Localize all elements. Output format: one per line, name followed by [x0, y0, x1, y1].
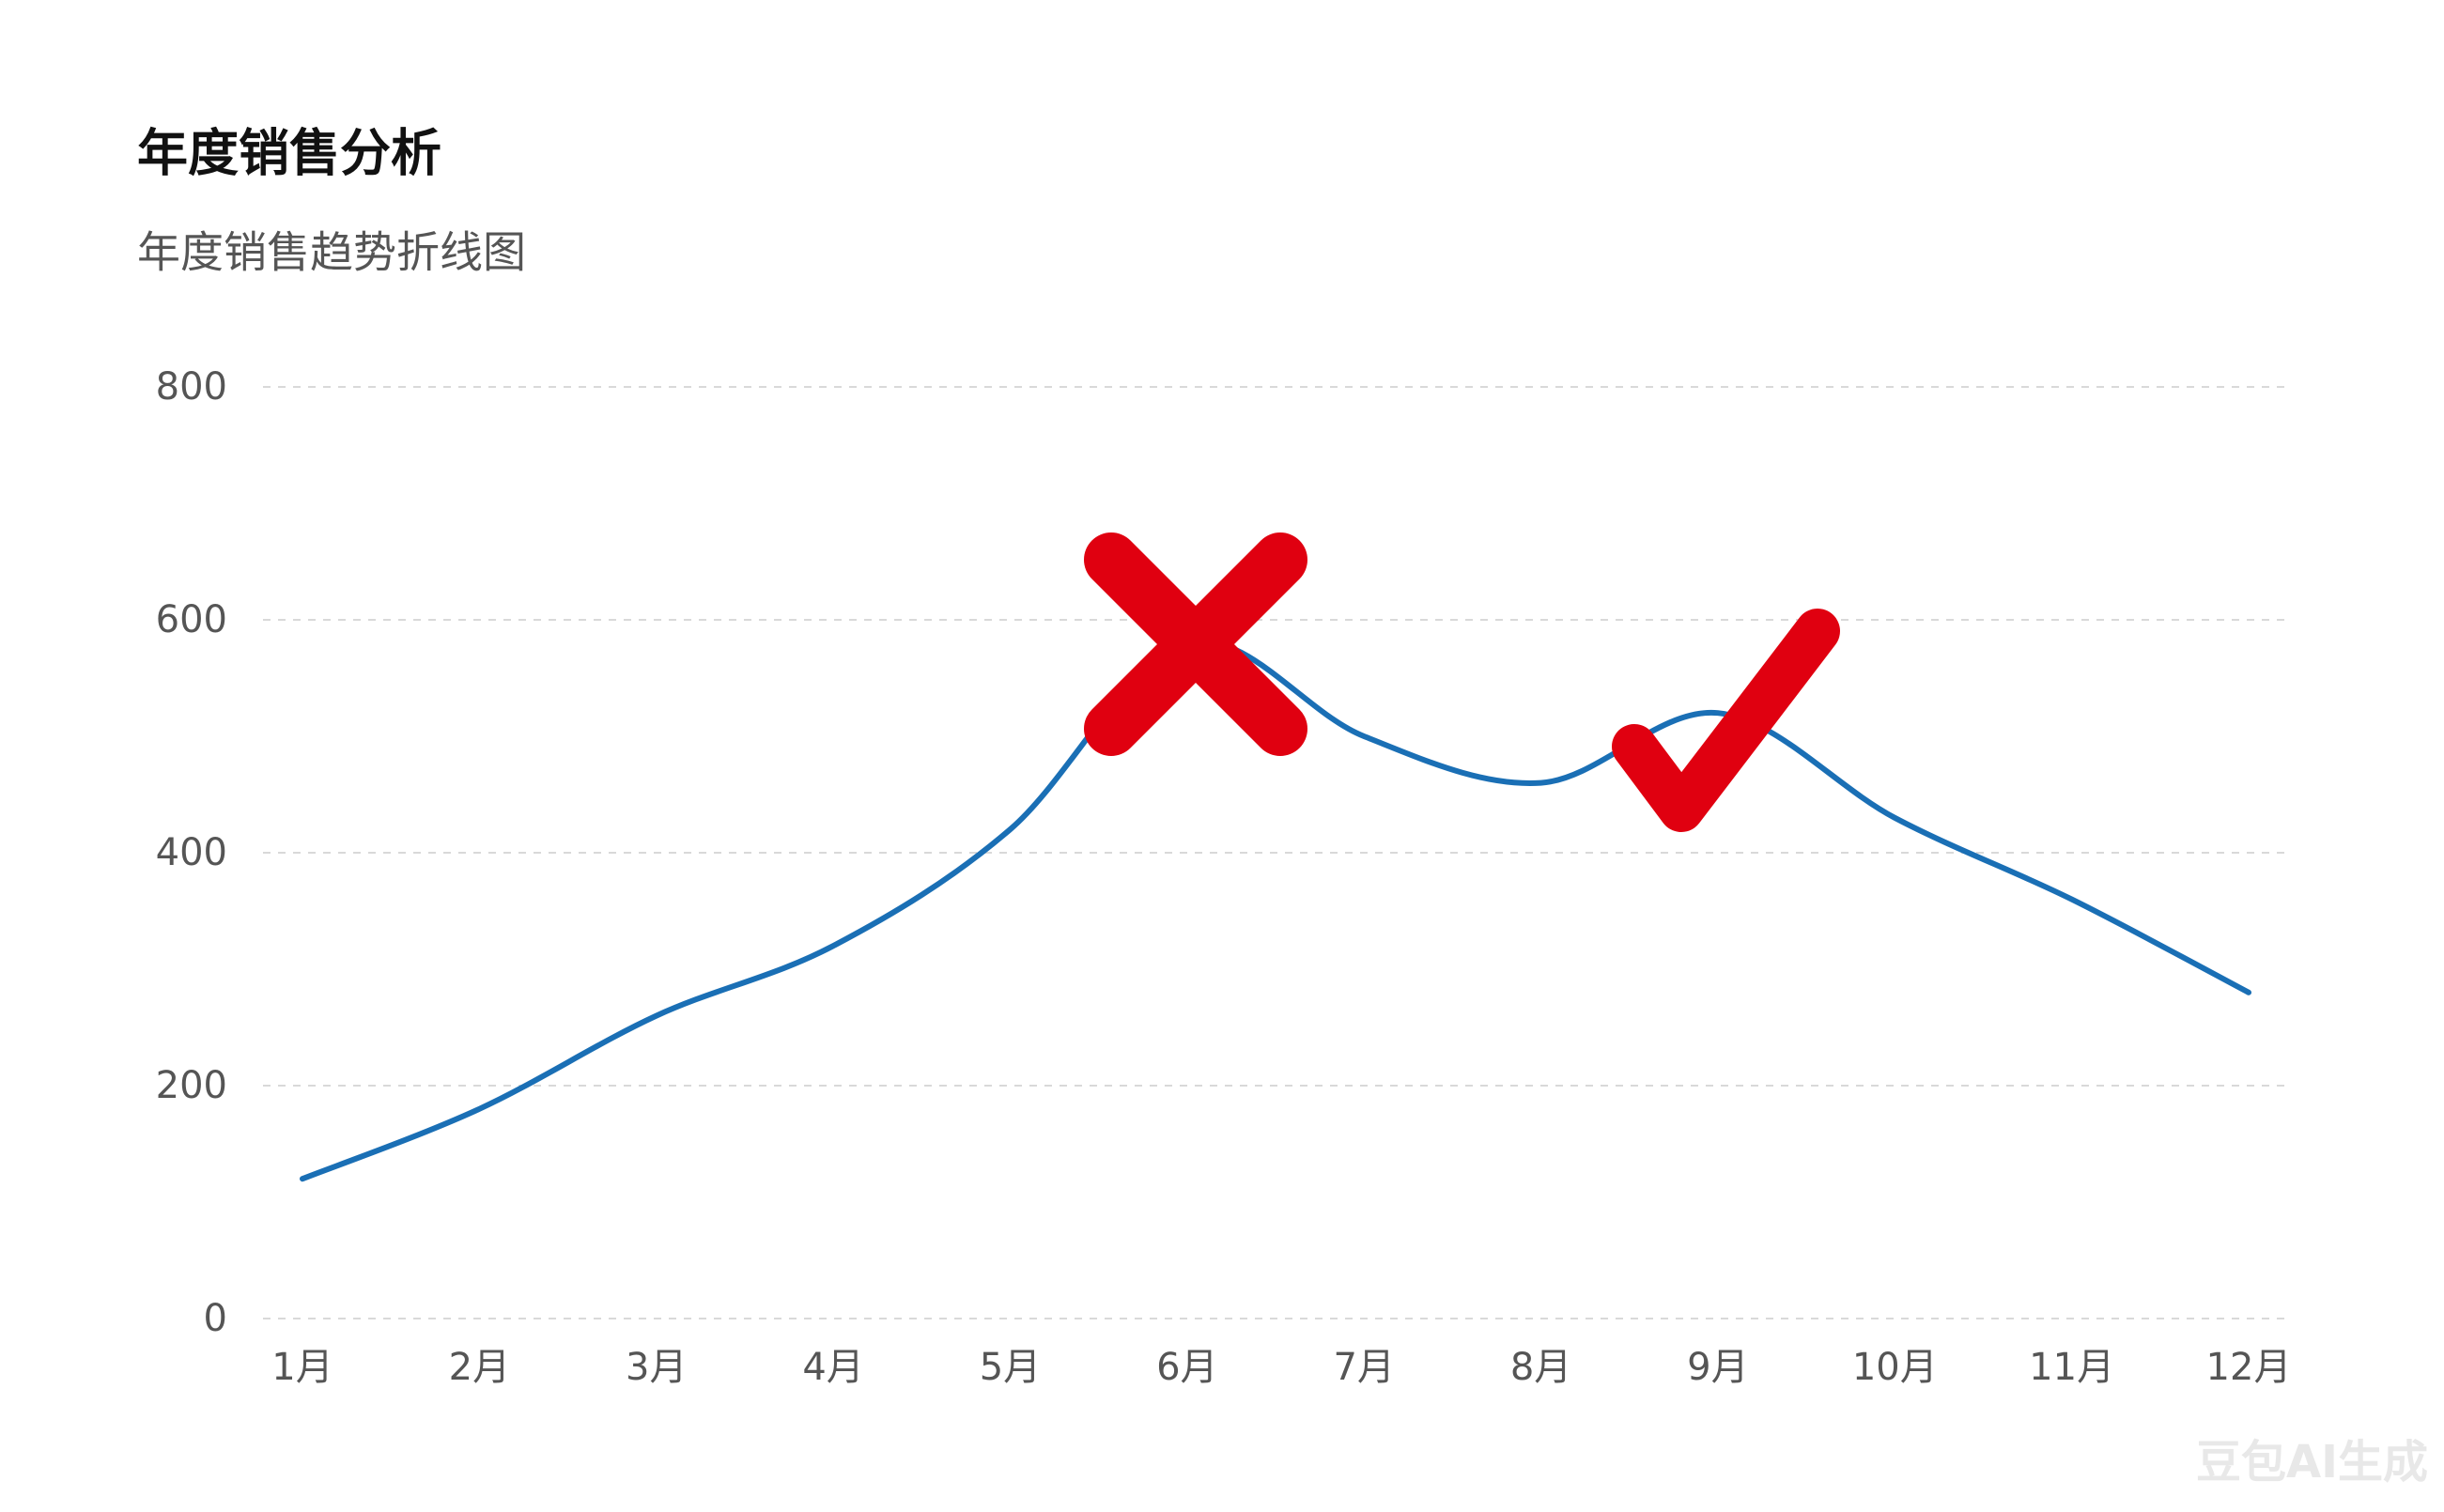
annotations: [1084, 532, 1840, 832]
y-tick-label: 400: [156, 831, 227, 874]
x-tick-label: 6月: [1156, 1346, 1217, 1389]
x-tick-label: 7月: [1333, 1346, 1394, 1389]
cross-icon: [1084, 532, 1307, 756]
y-tick-label: 0: [204, 1297, 227, 1340]
plot-area: 0 200 400 600 800 1月 2月 3月 4月 5月 6月 7月 8月 9月 10月 11月 12月: [156, 365, 2292, 1389]
x-tick-label: 1月: [271, 1346, 333, 1389]
y-tick-label: 600: [156, 598, 227, 641]
check-icon: [1612, 609, 1840, 832]
x-tick-label: 5月: [980, 1346, 1041, 1389]
y-tick-label: 800: [156, 365, 227, 409]
x-tick-label: 2月: [449, 1346, 510, 1389]
x-tick-label: 8月: [1510, 1346, 1571, 1389]
x-tick-label: 11月: [2029, 1346, 2114, 1389]
x-tick-label: 12月: [2206, 1346, 2292, 1389]
watermark: 豆包AI生成: [2196, 1436, 2428, 1489]
x-tick-label: 9月: [1687, 1346, 1748, 1389]
x-tick-label: 10月: [1852, 1346, 1938, 1389]
y-tick-label: 200: [156, 1064, 227, 1107]
x-tick-label: 4月: [802, 1346, 863, 1389]
x-tick-label: 3月: [626, 1346, 687, 1389]
data-line: [300, 638, 2251, 1182]
chart-subtitle: 年度销售趋势折线图: [137, 227, 526, 278]
chart-title: 年度销售分析: [137, 124, 441, 183]
